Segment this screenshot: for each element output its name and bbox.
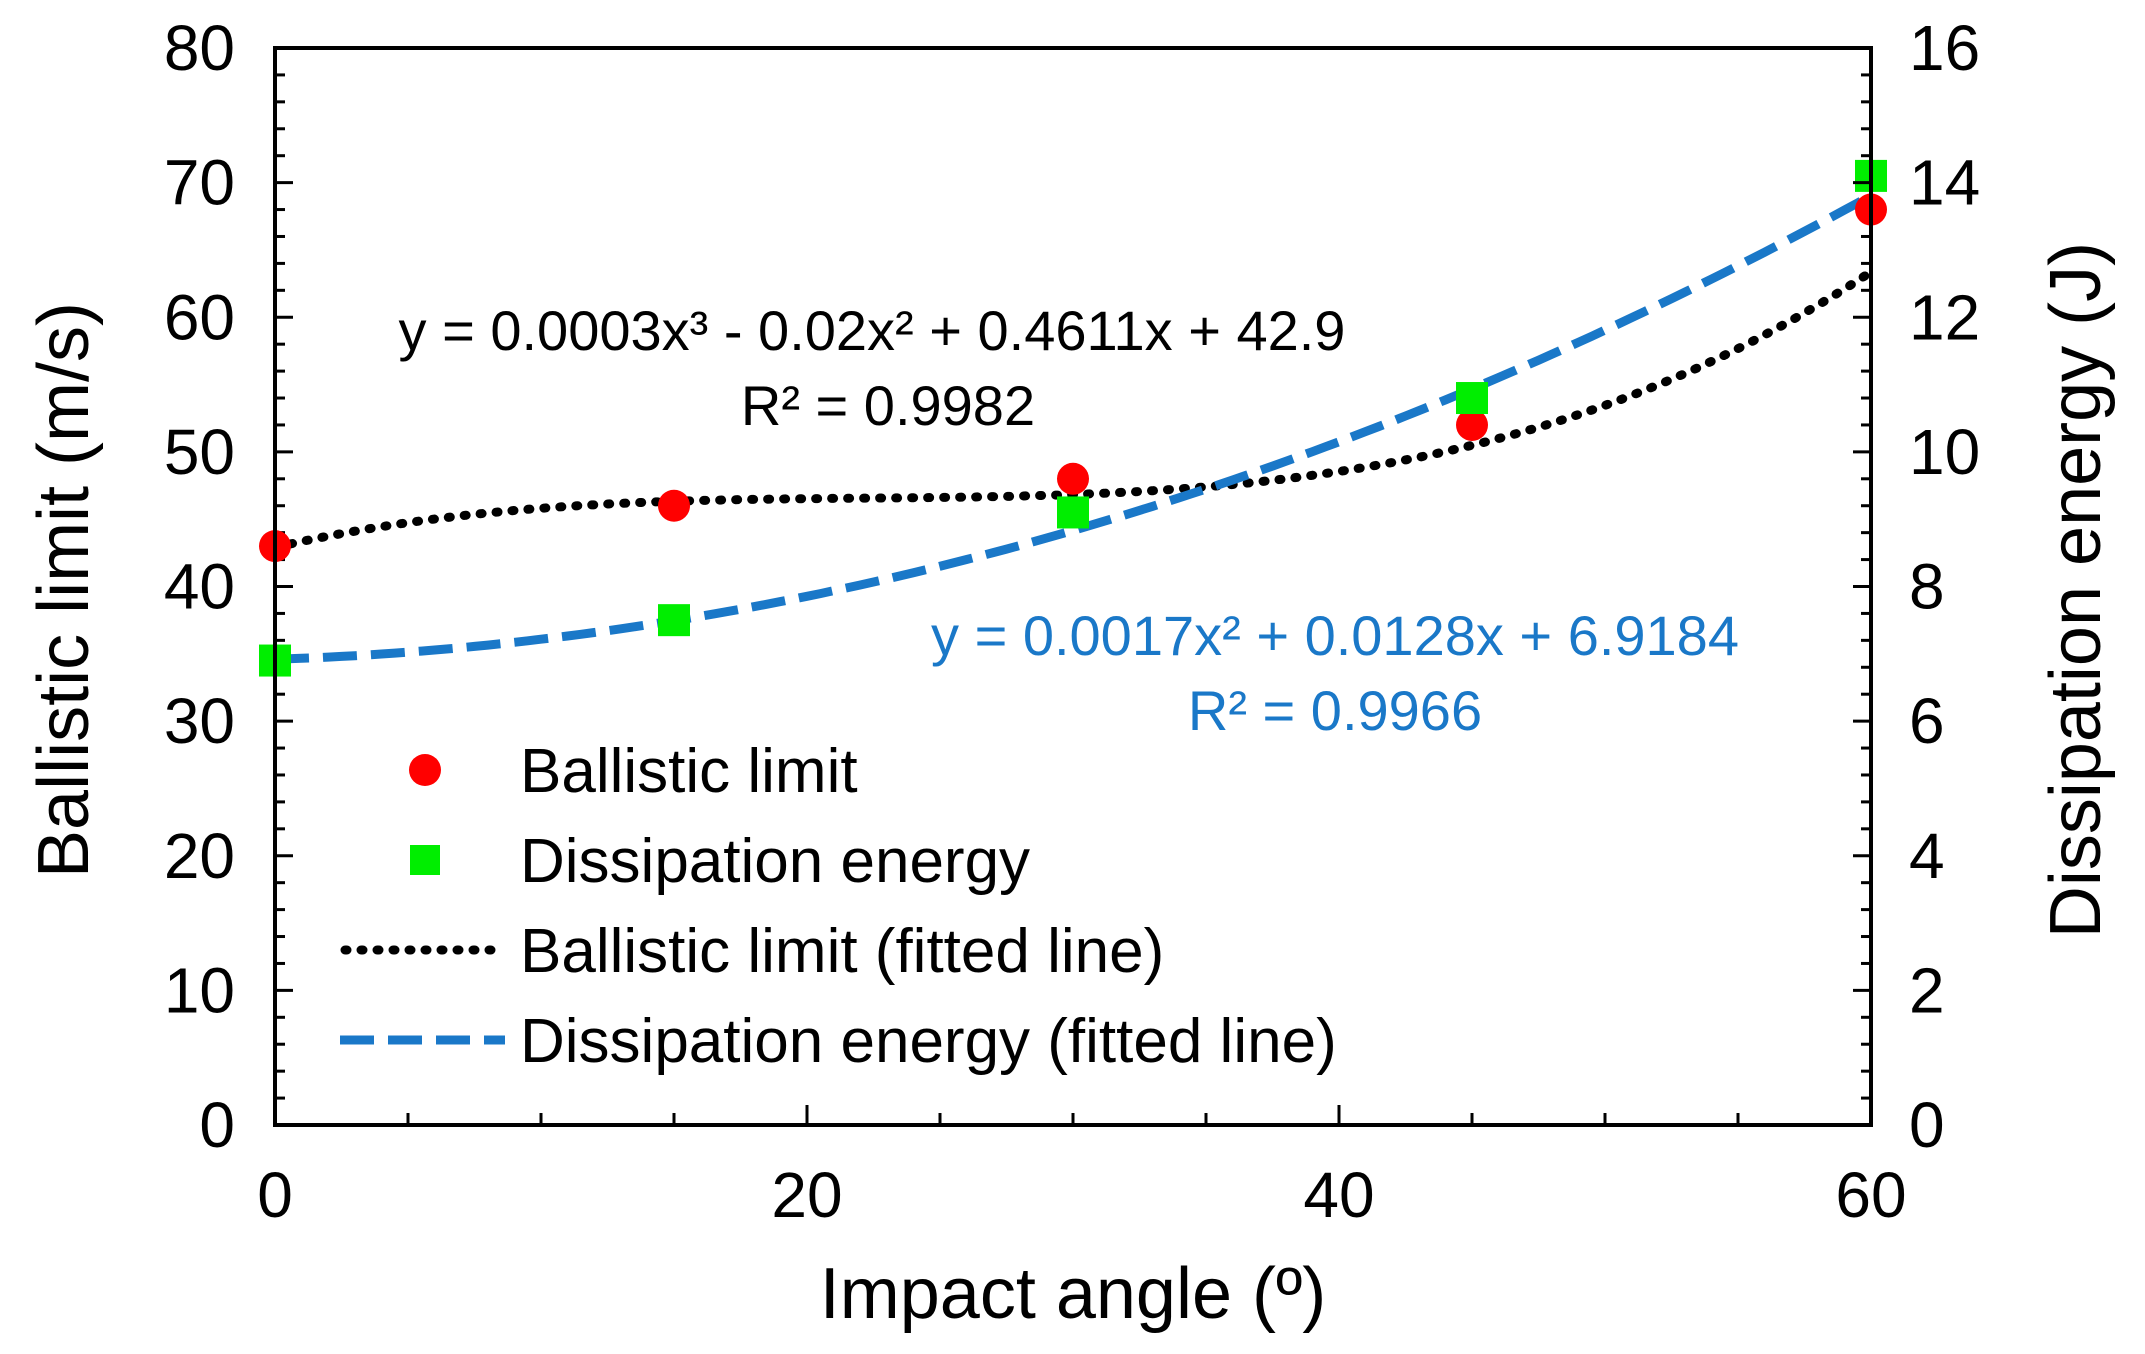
right-y-tick-label: 6 xyxy=(1909,685,1945,757)
legend-label-dissipation-fit: Dissipation energy (fitted line) xyxy=(520,1007,1337,1076)
data-markers xyxy=(259,159,1887,677)
x-tick-label: 40 xyxy=(1303,1159,1374,1231)
axis-ticks xyxy=(273,46,1873,1127)
right-y-tick-label: 4 xyxy=(1909,820,1945,892)
left-y-tick-label: 40 xyxy=(164,551,235,623)
x-tick-label: 60 xyxy=(1835,1159,1906,1231)
right-y-tick-label: 2 xyxy=(1909,954,1945,1026)
ballistic-fit-equation: y = 0.0003x³ - 0.02x² + 0.4611x + 42.9 xyxy=(399,299,1346,362)
right-y-tick-label: 12 xyxy=(1909,281,1980,353)
right-y-tick-label: 8 xyxy=(1909,551,1945,623)
legend: Ballistic limit Dissipation energy Balli… xyxy=(340,737,1337,1076)
left-y-tick-label: 0 xyxy=(199,1089,235,1161)
dissipation-fit-equation: y = 0.0017x² + 0.0128x + 6.9184 xyxy=(931,604,1739,667)
fit-lines xyxy=(270,191,1876,664)
right-y-tick-label: 0 xyxy=(1909,1089,1945,1161)
left-y-tick-label: 20 xyxy=(164,820,235,892)
x-tick-label: 0 xyxy=(257,1159,293,1231)
right-y-tick-label: 16 xyxy=(1909,12,1980,84)
dissipation-fit-line xyxy=(274,191,1874,664)
x-tick-label: 20 xyxy=(771,1159,842,1231)
dissipation-point xyxy=(1057,496,1089,529)
ballistic-fit-r2: R² = 0.9982 xyxy=(741,374,1035,437)
left-y-tick-label: 60 xyxy=(164,281,235,353)
left-y-tick-label: 70 xyxy=(164,147,235,219)
dissipation-point xyxy=(1456,382,1488,415)
right-y-tick-label: 14 xyxy=(1909,147,1980,219)
legend-label-ballistic: Ballistic limit xyxy=(520,737,858,806)
ballistic-point xyxy=(1456,408,1488,441)
legend-marker-ballistic xyxy=(409,754,441,786)
legend-marker-dissipation xyxy=(410,845,440,875)
x-axis-title: Impact angle (º) xyxy=(820,1254,1327,1334)
right-y-axis-title: Dissipation energy (J) xyxy=(2036,242,2116,938)
legend-label-dissipation: Dissipation energy xyxy=(520,827,1030,896)
ballistic-point xyxy=(1057,462,1089,495)
left-y-axis-title: Ballistic limit (m/s) xyxy=(24,302,104,878)
ballistic-point xyxy=(658,489,690,522)
right-y-tick-label: 10 xyxy=(1909,416,1980,488)
left-y-tick-label: 50 xyxy=(164,416,235,488)
legend-label-ballistic-fit: Ballistic limit (fitted line) xyxy=(520,917,1164,986)
left-y-tick-label: 80 xyxy=(164,12,235,84)
left-y-tick-label: 30 xyxy=(164,685,235,757)
dissipation-fit-r2: R² = 0.9966 xyxy=(1188,679,1482,742)
dissipation-point xyxy=(658,604,690,637)
left-y-tick-label: 10 xyxy=(164,954,235,1026)
